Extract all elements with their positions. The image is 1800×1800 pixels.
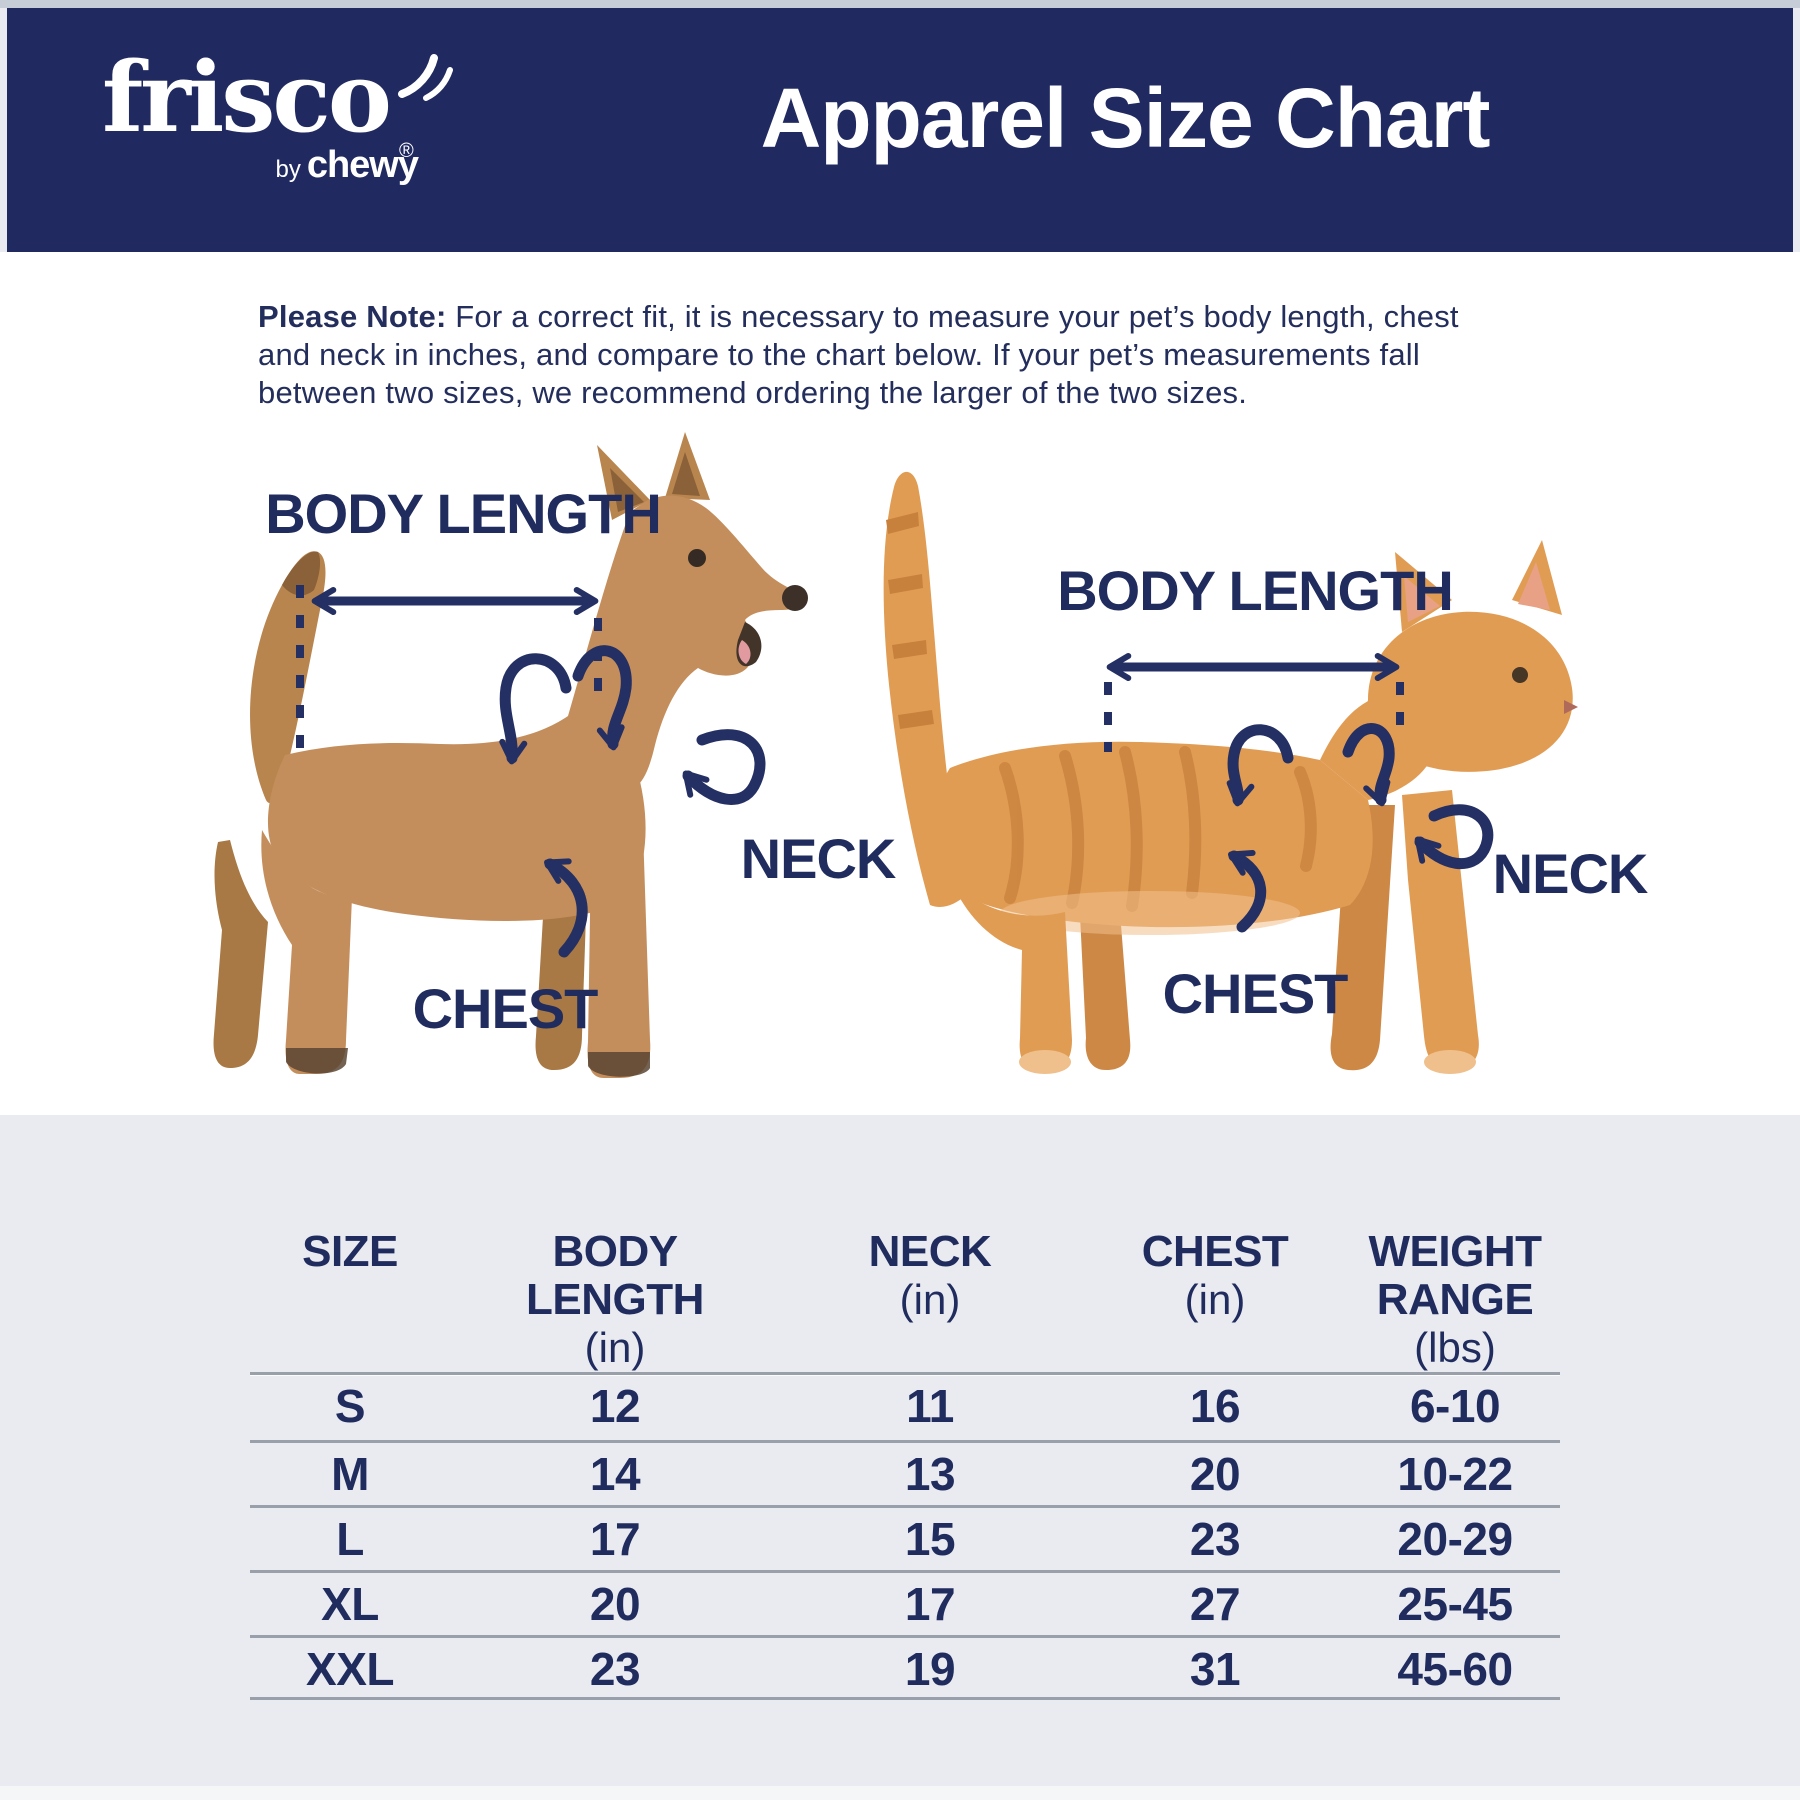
top-border-strip: [0, 0, 1800, 8]
cat-chest-label: CHEST: [1163, 962, 1349, 1025]
table-row-s: S 12 11 16 6-10: [334, 1380, 1501, 1432]
bottom-border-strip: [0, 1786, 1800, 1800]
measurement-diagram-section: Please Note: For a correct fit, it is ne…: [0, 252, 1800, 1115]
note-label: Please Note:: [258, 299, 447, 334]
column-header-neck: NECK (in): [868, 1227, 992, 1324]
pet-measurement-diagram: BODY LENGTH NECK CHEST BODY LENGTH NECK …: [213, 432, 1649, 1078]
dog-girth-arrow-right: [572, 645, 632, 751]
column-header-body-length: BODY LENGTH (in): [526, 1227, 704, 1372]
size-table-header-row: SIZE BODY LENGTH (in) NECK (in) CHEST (i…: [250, 1228, 1560, 1372]
cat-illustration: [883, 471, 1578, 1074]
cat-girth-arrow-right: [1342, 723, 1395, 807]
size-table: SIZE BODY LENGTH (in) NECK (in) CHEST (i…: [250, 1228, 1560, 1700]
cat-labels: BODY LENGTH NECK CHEST: [1057, 559, 1649, 1025]
dog-chest-arrow: [544, 858, 588, 958]
cat-measurement-annotations: [1104, 652, 1494, 933]
logo-tail-flourish-icon: [398, 54, 453, 101]
cat-body-length-label: BODY LENGTH: [1057, 559, 1453, 622]
table-row-m: M 14 13 20 10-22: [250, 1440, 1560, 1505]
frisco-logo-wordmark: frisco: [102, 41, 392, 154]
table-row-xl: XL 20 17 27 25-45: [250, 1570, 1560, 1635]
logo-by-text: by: [275, 156, 301, 183]
measuring-note: Please Note: For a correct fit, it is ne…: [258, 298, 1496, 412]
column-header-weight-range: WEIGHT RANGE (lbs): [1368, 1227, 1542, 1372]
header-banner: frisco ® by chewy Apparel Size Chart: [7, 8, 1793, 252]
cat-neck-arrow: [1414, 804, 1494, 870]
dog-measurement-annotations: [296, 585, 766, 958]
table-row-l: L 17 15 23 20-29: [250, 1505, 1560, 1570]
page-title: Apparel Size Chart: [760, 71, 1491, 165]
cat-neck-label: NECK: [1493, 842, 1648, 905]
dog-illustration: [213, 432, 808, 1078]
dog-girth-arrow-left: [499, 653, 572, 765]
dog-neck-label: NECK: [741, 827, 896, 890]
column-header-chest: CHEST (in): [1141, 1227, 1289, 1324]
registered-trademark-symbol: ®: [399, 140, 414, 162]
cat-chest-arrow: [1227, 849, 1267, 933]
table-row-xxl: XXL 23 19 31 45-60: [250, 1635, 1560, 1700]
size-table-section: SIZE BODY LENGTH (in) NECK (in) CHEST (i…: [0, 1115, 1800, 1800]
by-chewy-lockup: by chewy: [102, 144, 432, 187]
column-header-size: SIZE: [302, 1227, 398, 1276]
dog-labels: BODY LENGTH NECK CHEST: [265, 482, 897, 1040]
chewy-wordmark: chewy: [306, 144, 419, 186]
dog-neck-arrow: [682, 729, 766, 805]
dog-chest-label: CHEST: [413, 977, 599, 1040]
cat-girth-arrow-left: [1226, 724, 1294, 807]
table-divider: [250, 1372, 1560, 1375]
dog-body-length-label: BODY LENGTH: [265, 482, 661, 545]
frisco-logo: frisco ® by chewy: [102, 41, 453, 187]
note-body: For a correct fit, it is necessary to me…: [258, 299, 1459, 410]
